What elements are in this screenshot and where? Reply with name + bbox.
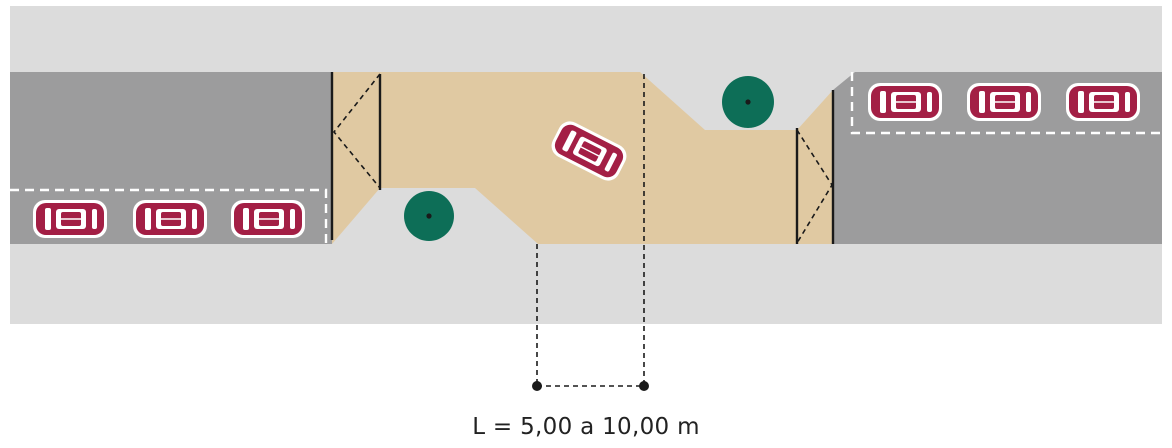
parking-line-right: [850, 72, 1162, 135]
ramp-left: [332, 73, 381, 189]
car-icon: [1065, 82, 1141, 122]
curb-lines: [330, 72, 835, 244]
dimension-lines: [536, 74, 645, 387]
parking-line-left: [10, 188, 328, 244]
car-icon: [132, 199, 208, 239]
dimension-label: L = 5,00 a 10,00 m: [472, 414, 700, 440]
tree-icon: [404, 191, 454, 241]
car-icon: [230, 199, 306, 239]
car-icon: [867, 82, 943, 122]
tree-icon: [722, 76, 774, 128]
dimension-endpoint: [532, 381, 542, 391]
car-icon: [32, 199, 108, 239]
car-icon: [966, 82, 1042, 122]
dimension-endpoint: [639, 381, 649, 391]
